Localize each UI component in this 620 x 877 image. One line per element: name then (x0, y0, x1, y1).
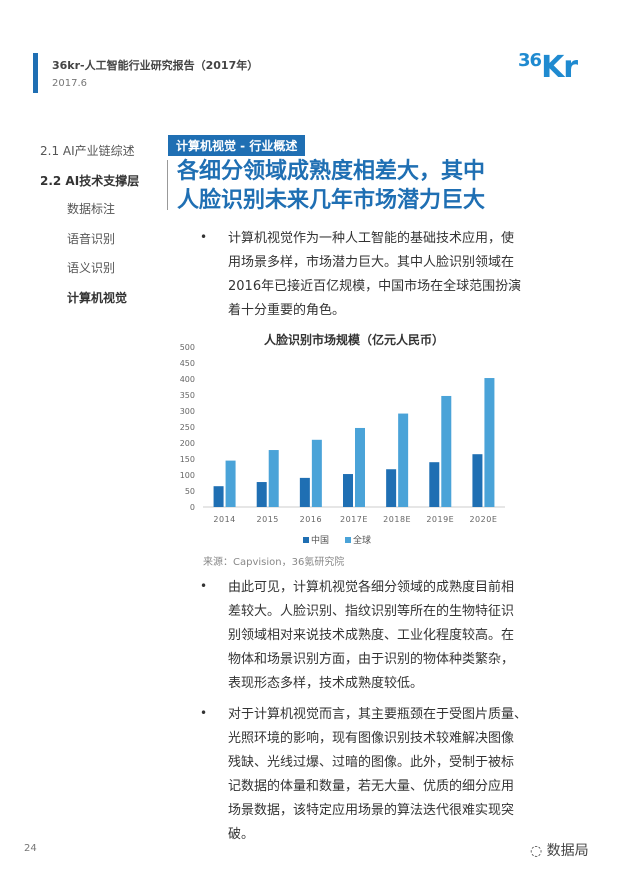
nav-item[interactable]: 语义识别 (67, 261, 116, 275)
report-date: 2017.6 (52, 78, 87, 89)
y-tick-label: 150 (180, 455, 195, 464)
y-tick-label: 300 (180, 407, 195, 416)
paragraph-line: 光照环境的影响，现有图像识别技术较难解决图像 (228, 731, 515, 746)
x-tick-label: 2014 (213, 515, 235, 524)
headline-line-1: 各细分领域成熟度相差大，其中 (177, 159, 486, 184)
paragraph: 由此可见，计算机视觉各细分领域的成熟度目前相 差较大。人脸识别、指纹识别等所在的生… (228, 576, 558, 696)
bullet: • (200, 579, 208, 593)
paragraph: 计算机视觉作为一种人工智能的基础技术应用，使 用场景多样，市场潜力巨大。其中人脸识… (228, 227, 558, 323)
bar-china (472, 454, 483, 507)
legend-label: 中国 (311, 534, 329, 546)
section-tag: 计算机视觉 - 行业概述 (168, 135, 306, 156)
paragraph-line: 表现形态多样，技术成熟度较低。 (228, 676, 424, 691)
x-tick-label: 2015 (257, 515, 279, 524)
paragraph-line: 破。 (228, 827, 255, 842)
paragraph-line: 计算机视觉作为一种人工智能的基础技术应用，使 (228, 231, 515, 246)
bar-china (343, 474, 353, 507)
paragraph-line: 由此可见，计算机视觉各细分领域的成熟度目前相 (228, 580, 515, 595)
y-tick-label: 200 (180, 439, 195, 448)
header-accent-bar (33, 53, 38, 93)
nav-item[interactable]: 数据标注 (67, 202, 116, 216)
bar-china (213, 486, 224, 507)
legend-label: 全球 (353, 534, 371, 546)
legend-swatch (303, 537, 309, 543)
bar-global (311, 439, 322, 507)
nav-item[interactable]: 计算机视觉 (67, 291, 128, 305)
divider (167, 160, 168, 210)
bar-china (256, 482, 267, 507)
y-tick-label: 500 (180, 343, 195, 352)
chart-title: 人脸识别市场规模（亿元人民币） (264, 333, 444, 347)
paragraph-line: 2016年已接近百亿规模，中国市场在全球范围扮演 (228, 279, 522, 294)
bar-china (386, 469, 397, 507)
legend-swatch (345, 537, 351, 543)
paragraph-line: 差较大。人脸识别、指纹识别等所在的生物特征识 (228, 604, 515, 619)
watermark-text: 数据局 (546, 843, 589, 859)
paragraph-line: 记数据的体量和数量，若无大量、优质的细分应用 (228, 779, 515, 794)
y-tick-label: 250 (180, 423, 195, 432)
bar-global (268, 450, 279, 507)
bullet: • (200, 706, 208, 720)
x-tick-label: 2019E (426, 515, 454, 524)
x-tick-label: 2017E (340, 515, 368, 524)
paragraph-line: 场景数据，该特定应用场景的算法迭代很难实现突 (228, 803, 515, 818)
page-number: 24 (24, 843, 37, 854)
chart-source: 来源：Capvision，36氪研究院 (203, 557, 345, 568)
watermark: ◌ 数据局 (530, 843, 589, 859)
nav-item[interactable]: 语音识别 (67, 232, 116, 246)
paragraph-line: 用场景多样，市场潜力巨大。其中人脸识别领域在 (228, 255, 515, 270)
paragraph-line: 残缺、光线过爆、过暗的图像。此外，受制于被标 (228, 755, 515, 770)
y-tick-label: 400 (180, 375, 195, 384)
report-title: 36kr-人工智能行业研究报告（2017年） (52, 59, 259, 72)
y-tick-label: 100 (180, 471, 195, 480)
paragraph: 对于计算机视觉而言，其主要瓶颈在于受图片质量、 光照环境的影响，现有图像识别技术较… (228, 703, 558, 847)
bar-global (398, 413, 409, 507)
bar-china (299, 477, 310, 507)
bar-global (441, 395, 452, 507)
y-tick-label: 350 (180, 391, 195, 400)
bar-china (429, 462, 440, 507)
y-tick-label: 50 (185, 487, 195, 496)
x-tick-label: 2016 (300, 515, 322, 524)
y-tick-label: 450 (180, 359, 195, 368)
headline-line-2: 人脸识别未来几年市场潜力巨大 (177, 188, 486, 213)
face-recognition-market-chart: 人脸识别市场规模（亿元人民币） 0 50 100 150 200 250 300 350 400 4… (180, 333, 505, 546)
36kr-logo: 36Kr (518, 50, 578, 85)
paragraph-line: 对于计算机视觉而言，其主要瓶颈在于受图片质量、 (228, 707, 528, 722)
bar-global (484, 378, 495, 507)
bullet: • (200, 230, 208, 244)
headline: 各细分领域成熟度相差大，其中 人脸识别未来几年市场潜力巨大 (177, 157, 485, 215)
paragraph-line: 着十分重要的角色。 (228, 303, 346, 318)
nav-item[interactable]: 2.1 AI产业链综述 (40, 144, 135, 158)
paragraph-line: 别领域相对来说技术成熟度、工业化程度较高。在 (228, 628, 515, 643)
x-tick-label: 2018E (383, 515, 411, 524)
y-tick-label: 0 (190, 503, 195, 512)
bar-global (225, 460, 236, 507)
nav-item[interactable]: 2.2 AI技术支撑层 (40, 174, 140, 188)
bar-global (355, 427, 365, 507)
paragraph-line: 物体和场景识别方面，由于识别的物体种类繁杂， (228, 652, 515, 667)
x-tick-label: 2020E (469, 515, 497, 524)
